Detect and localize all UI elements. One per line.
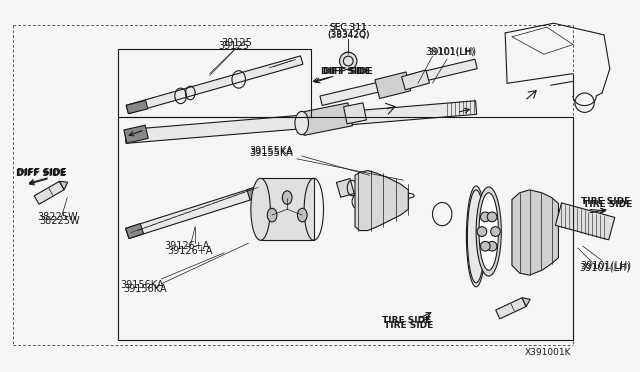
Ellipse shape xyxy=(467,186,486,287)
Ellipse shape xyxy=(481,212,490,222)
Text: 39125: 39125 xyxy=(221,38,252,48)
Ellipse shape xyxy=(268,208,277,222)
Text: 38225W: 38225W xyxy=(39,216,80,226)
Ellipse shape xyxy=(479,193,499,270)
Ellipse shape xyxy=(481,241,490,251)
Polygon shape xyxy=(126,56,303,114)
Polygon shape xyxy=(126,100,148,114)
Ellipse shape xyxy=(340,52,356,68)
Text: 39101(LH): 39101(LH) xyxy=(580,262,631,272)
Text: 39156KA: 39156KA xyxy=(120,280,164,290)
Polygon shape xyxy=(125,224,143,238)
Text: (38342Q): (38342Q) xyxy=(327,31,369,40)
Polygon shape xyxy=(556,203,615,240)
Polygon shape xyxy=(337,179,354,197)
Polygon shape xyxy=(260,178,314,240)
Text: (38342Q): (38342Q) xyxy=(327,31,369,39)
Polygon shape xyxy=(355,170,408,231)
Text: 39155KA: 39155KA xyxy=(249,146,292,156)
Text: 38225W: 38225W xyxy=(37,212,78,222)
Text: TIRE SIDE: TIRE SIDE xyxy=(580,197,630,206)
Polygon shape xyxy=(300,103,353,135)
Text: 39155KA: 39155KA xyxy=(249,148,292,158)
Text: X391001K: X391001K xyxy=(525,348,571,357)
Polygon shape xyxy=(125,101,477,143)
Polygon shape xyxy=(247,183,272,200)
Text: 39101(LH): 39101(LH) xyxy=(428,48,475,57)
Text: DIFF SIDE: DIFF SIDE xyxy=(323,67,372,76)
Polygon shape xyxy=(124,125,148,143)
Polygon shape xyxy=(60,181,68,190)
Polygon shape xyxy=(402,70,429,90)
Text: 39101(LH): 39101(LH) xyxy=(580,260,632,270)
Text: DIFF SIDE: DIFF SIDE xyxy=(16,169,66,178)
Ellipse shape xyxy=(477,227,487,236)
Text: TIRE SIDE: TIRE SIDE xyxy=(383,321,433,330)
Text: TIRE SIDE: TIRE SIDE xyxy=(381,316,431,325)
Text: TIRE SIDE: TIRE SIDE xyxy=(582,200,632,209)
Text: 39126+A: 39126+A xyxy=(168,246,213,256)
Ellipse shape xyxy=(487,241,497,251)
Text: SEC.311: SEC.311 xyxy=(330,23,367,32)
Ellipse shape xyxy=(339,52,357,70)
Ellipse shape xyxy=(251,178,270,240)
Text: SEC.311: SEC.311 xyxy=(330,23,367,32)
Polygon shape xyxy=(344,103,367,124)
Polygon shape xyxy=(512,190,559,275)
Text: 39125: 39125 xyxy=(218,42,250,51)
Text: DIFF SIDE: DIFF SIDE xyxy=(321,67,371,76)
Polygon shape xyxy=(522,298,530,307)
Text: 39156KA: 39156KA xyxy=(123,284,166,294)
Ellipse shape xyxy=(298,208,307,222)
Polygon shape xyxy=(320,59,477,105)
Polygon shape xyxy=(375,72,411,99)
Text: DIFF SIDE: DIFF SIDE xyxy=(17,168,67,177)
Ellipse shape xyxy=(487,212,497,222)
Ellipse shape xyxy=(491,227,500,236)
Ellipse shape xyxy=(295,111,308,135)
Ellipse shape xyxy=(476,187,501,276)
Polygon shape xyxy=(496,298,526,319)
Polygon shape xyxy=(34,181,64,204)
Ellipse shape xyxy=(282,191,292,204)
Text: 39101(LH): 39101(LH) xyxy=(426,46,477,56)
Text: 39126+A: 39126+A xyxy=(164,241,210,251)
Polygon shape xyxy=(125,183,273,238)
